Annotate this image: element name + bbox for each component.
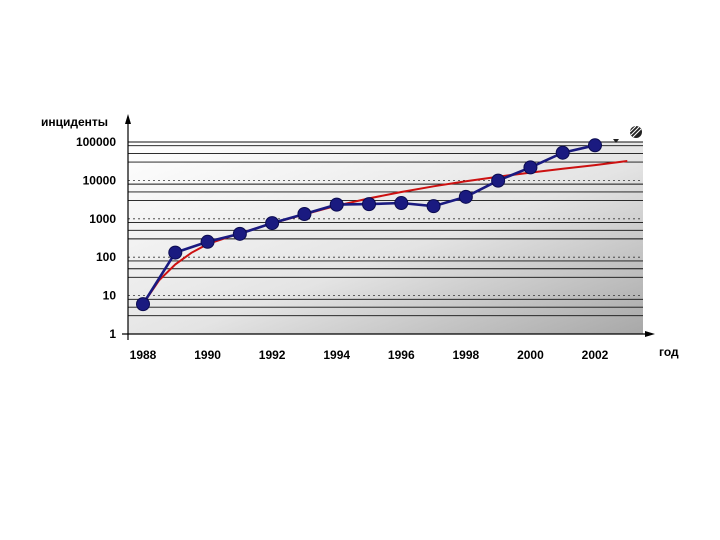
- incidents-point: [136, 297, 150, 312]
- incidents-point: [232, 226, 247, 241]
- trend-line: [142, 160, 628, 305]
- x-tick-label: 2000: [517, 348, 544, 362]
- x-tick-label: 1998: [453, 348, 480, 362]
- y-tick-label: 10000: [83, 173, 117, 187]
- incidents-point: [362, 197, 376, 212]
- x-tick-label: 2002: [582, 348, 609, 362]
- incidents-point: [458, 189, 473, 204]
- incidents-point: [491, 173, 506, 188]
- corner-mark: [613, 139, 619, 143]
- y-tick-label: 100: [96, 250, 116, 264]
- incidents-point: [200, 234, 215, 249]
- y-axis-title: инциденты: [41, 115, 108, 129]
- y-tick-label: 10: [103, 289, 117, 303]
- incidents-point: [555, 145, 570, 160]
- incidents-point: [265, 216, 280, 231]
- x-tick-label: 1990: [194, 348, 221, 362]
- x-axis-ticks: 1988 1990 1992 1994 1996 1998 2000 2002: [130, 348, 609, 362]
- incidents-point: [523, 160, 538, 175]
- plot-area: [128, 142, 643, 334]
- incidents-point: [329, 197, 344, 212]
- y-axis-arrow: [125, 114, 131, 124]
- striped-globe-icon: [629, 125, 642, 138]
- incidents-point: [297, 206, 312, 221]
- x-tick-label: 1994: [323, 348, 350, 362]
- y-tick-label: 1000: [89, 212, 116, 226]
- x-axis-arrow: [645, 331, 655, 337]
- incidents-point: [168, 245, 183, 260]
- incidents-point: [394, 196, 409, 211]
- y-tick-label: 1: [109, 327, 116, 341]
- x-tick-label: 1988: [130, 348, 157, 362]
- series-layer: [136, 138, 628, 312]
- y-axis-ticks: 1 10 100 1000 10000 100000: [76, 135, 116, 341]
- x-axis-title: год: [659, 345, 679, 359]
- incidents-point: [426, 199, 441, 214]
- incidents-point: [588, 138, 602, 153]
- y-tick-label: 100000: [76, 135, 116, 149]
- x-tick-label: 1996: [388, 348, 415, 362]
- x-tick-label: 1992: [259, 348, 286, 362]
